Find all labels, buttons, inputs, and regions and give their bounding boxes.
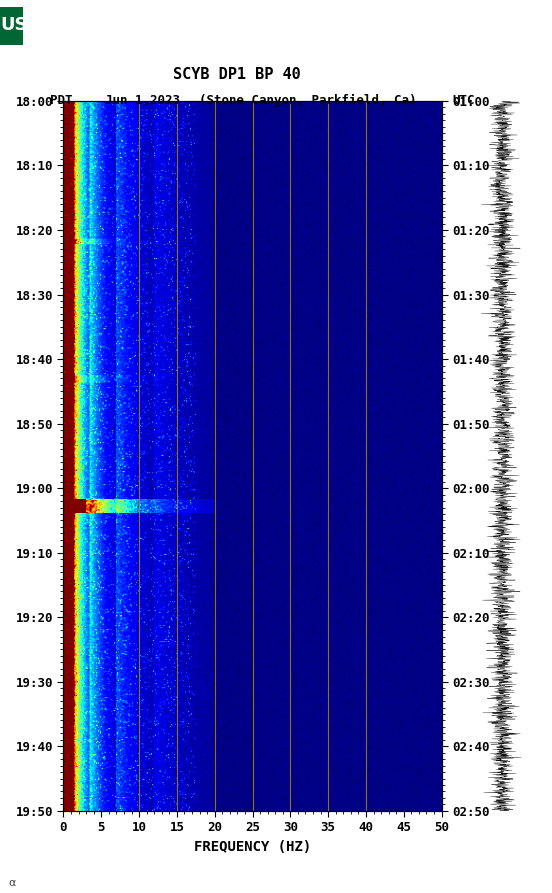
Text: (Stone Canyon, Parkfield, Ca): (Stone Canyon, Parkfield, Ca) bbox=[199, 94, 416, 107]
Text: Jun 1,2023: Jun 1,2023 bbox=[105, 94, 180, 107]
Text: α: α bbox=[8, 878, 15, 888]
X-axis label: FREQUENCY (HZ): FREQUENCY (HZ) bbox=[194, 839, 311, 854]
Text: SCYB DP1 BP 40: SCYB DP1 BP 40 bbox=[173, 67, 301, 82]
Text: PDT: PDT bbox=[50, 94, 72, 107]
FancyBboxPatch shape bbox=[0, 6, 23, 45]
Text: USGS: USGS bbox=[0, 15, 55, 34]
Text: UTC: UTC bbox=[453, 94, 475, 107]
